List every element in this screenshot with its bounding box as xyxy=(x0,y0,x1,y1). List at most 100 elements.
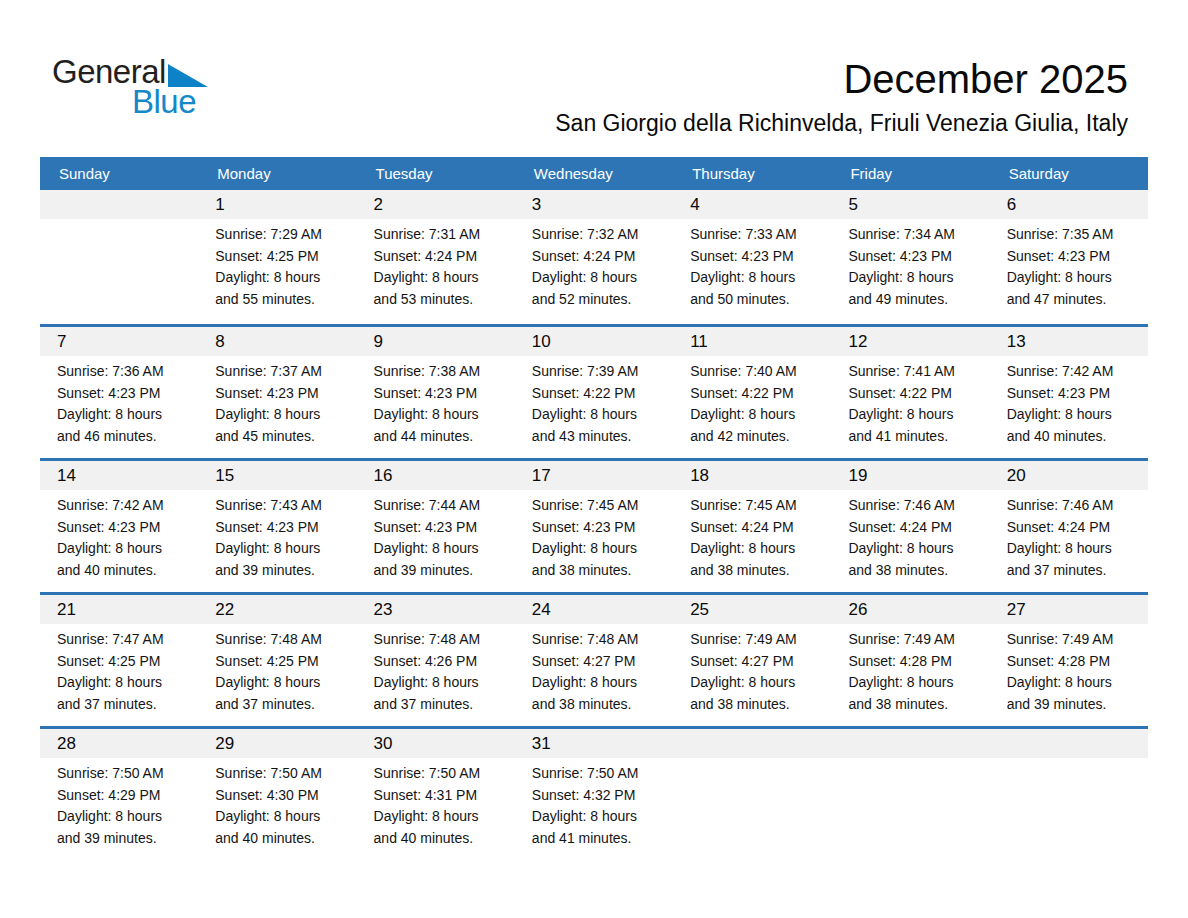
daylight-text-cont: and 39 minutes. xyxy=(374,560,509,582)
daylight-text: Daylight: 8 hours xyxy=(848,538,983,560)
day-number: 30 xyxy=(357,729,515,758)
day-number: 24 xyxy=(515,595,673,624)
day-cell-9: 9Sunrise: 7:38 AMSunset: 4:23 PMDaylight… xyxy=(357,327,515,458)
day-cell-5: 5Sunrise: 7:34 AMSunset: 4:23 PMDaylight… xyxy=(831,190,989,324)
daylight-text: Daylight: 8 hours xyxy=(1007,267,1142,289)
day-sun-info: Sunrise: 7:47 AMSunset: 4:25 PMDaylight:… xyxy=(40,624,198,715)
day-cell-empty xyxy=(40,190,198,324)
daylight-text: Daylight: 8 hours xyxy=(374,806,509,828)
daylight-text: Daylight: 8 hours xyxy=(848,267,983,289)
daylight-text-cont: and 47 minutes. xyxy=(1007,289,1142,311)
day-sun-info: Sunrise: 7:46 AMSunset: 4:24 PMDaylight:… xyxy=(990,490,1148,581)
daylight-text-cont: and 55 minutes. xyxy=(215,289,350,311)
day-sun-info: Sunrise: 7:34 AMSunset: 4:23 PMDaylight:… xyxy=(831,219,989,310)
day-sun-info: Sunrise: 7:40 AMSunset: 4:22 PMDaylight:… xyxy=(673,356,831,447)
daylight-text: Daylight: 8 hours xyxy=(532,806,667,828)
day-number: 10 xyxy=(515,327,673,356)
daylight-text: Daylight: 8 hours xyxy=(57,538,192,560)
day-number: 27 xyxy=(990,595,1148,624)
day-number: 2 xyxy=(357,190,515,219)
day-number: 13 xyxy=(990,327,1148,356)
daylight-text-cont: and 50 minutes. xyxy=(690,289,825,311)
day-sun-info: Sunrise: 7:39 AMSunset: 4:22 PMDaylight:… xyxy=(515,356,673,447)
sunrise-text: Sunrise: 7:36 AM xyxy=(57,361,192,383)
day-cell-7: 7Sunrise: 7:36 AMSunset: 4:23 PMDaylight… xyxy=(40,327,198,458)
daylight-text: Daylight: 8 hours xyxy=(690,672,825,694)
day-number: 31 xyxy=(515,729,673,758)
day-cell-2: 2Sunrise: 7:31 AMSunset: 4:24 PMDaylight… xyxy=(357,190,515,324)
daylight-text-cont: and 40 minutes. xyxy=(57,560,192,582)
day-cell-29: 29Sunrise: 7:50 AMSunset: 4:30 PMDayligh… xyxy=(198,729,356,860)
sunrise-text: Sunrise: 7:50 AM xyxy=(215,763,350,785)
day-sun-info: Sunrise: 7:50 AMSunset: 4:31 PMDaylight:… xyxy=(357,758,515,849)
daylight-text-cont: and 38 minutes. xyxy=(690,560,825,582)
page-subtitle: San Giorgio della Richinvelda, Friuli Ve… xyxy=(228,110,1128,136)
daylight-text-cont: and 37 minutes. xyxy=(215,694,350,716)
week-row: 21Sunrise: 7:47 AMSunset: 4:25 PMDayligh… xyxy=(40,592,1148,726)
sunset-text: Sunset: 4:28 PM xyxy=(1007,651,1142,673)
weekday-header-monday: Monday xyxy=(198,165,356,182)
logo-triangle-icon xyxy=(168,64,208,87)
sunset-text: Sunset: 4:22 PM xyxy=(690,383,825,405)
daylight-text-cont: and 37 minutes. xyxy=(374,694,509,716)
day-number: 29 xyxy=(198,729,356,758)
daylight-text: Daylight: 8 hours xyxy=(215,806,350,828)
day-sun-info: Sunrise: 7:44 AMSunset: 4:23 PMDaylight:… xyxy=(357,490,515,581)
day-sun-info: Sunrise: 7:38 AMSunset: 4:23 PMDaylight:… xyxy=(357,356,515,447)
day-cell-empty xyxy=(673,729,831,860)
day-number xyxy=(831,729,989,758)
day-number: 20 xyxy=(990,461,1148,490)
day-cell-17: 17Sunrise: 7:45 AMSunset: 4:23 PMDayligh… xyxy=(515,461,673,592)
daylight-text: Daylight: 8 hours xyxy=(374,672,509,694)
day-sun-info: Sunrise: 7:29 AMSunset: 4:25 PMDaylight:… xyxy=(198,219,356,310)
sunrise-text: Sunrise: 7:42 AM xyxy=(1007,361,1142,383)
daylight-text: Daylight: 8 hours xyxy=(215,538,350,560)
day-number: 14 xyxy=(40,461,198,490)
day-sun-info: Sunrise: 7:49 AMSunset: 4:27 PMDaylight:… xyxy=(673,624,831,715)
daylight-text-cont: and 39 minutes. xyxy=(215,560,350,582)
daylight-text-cont: and 38 minutes. xyxy=(848,694,983,716)
sunset-text: Sunset: 4:25 PM xyxy=(57,651,192,673)
day-cell-4: 4Sunrise: 7:33 AMSunset: 4:23 PMDaylight… xyxy=(673,190,831,324)
day-number: 6 xyxy=(990,190,1148,219)
sunrise-text: Sunrise: 7:42 AM xyxy=(57,495,192,517)
sunset-text: Sunset: 4:27 PM xyxy=(532,651,667,673)
week-row: 7Sunrise: 7:36 AMSunset: 4:23 PMDaylight… xyxy=(40,324,1148,458)
sunset-text: Sunset: 4:24 PM xyxy=(374,246,509,268)
day-cell-24: 24Sunrise: 7:48 AMSunset: 4:27 PMDayligh… xyxy=(515,595,673,726)
sunset-text: Sunset: 4:31 PM xyxy=(374,785,509,807)
day-sun-info: Sunrise: 7:31 AMSunset: 4:24 PMDaylight:… xyxy=(357,219,515,310)
day-sun-info: Sunrise: 7:49 AMSunset: 4:28 PMDaylight:… xyxy=(831,624,989,715)
daylight-text: Daylight: 8 hours xyxy=(690,538,825,560)
day-sun-info: Sunrise: 7:46 AMSunset: 4:24 PMDaylight:… xyxy=(831,490,989,581)
day-number: 25 xyxy=(673,595,831,624)
day-sun-info: Sunrise: 7:48 AMSunset: 4:26 PMDaylight:… xyxy=(357,624,515,715)
daylight-text: Daylight: 8 hours xyxy=(57,806,192,828)
daylight-text-cont: and 39 minutes. xyxy=(57,828,192,850)
day-sun-info: Sunrise: 7:42 AMSunset: 4:23 PMDaylight:… xyxy=(40,490,198,581)
sunrise-text: Sunrise: 7:50 AM xyxy=(374,763,509,785)
day-number: 9 xyxy=(357,327,515,356)
daylight-text-cont: and 41 minutes. xyxy=(532,828,667,850)
daylight-text: Daylight: 8 hours xyxy=(215,267,350,289)
day-cell-11: 11Sunrise: 7:40 AMSunset: 4:22 PMDayligh… xyxy=(673,327,831,458)
day-sun-info: Sunrise: 7:36 AMSunset: 4:23 PMDaylight:… xyxy=(40,356,198,447)
sunset-text: Sunset: 4:24 PM xyxy=(532,246,667,268)
daylight-text: Daylight: 8 hours xyxy=(1007,404,1142,426)
sunrise-text: Sunrise: 7:45 AM xyxy=(690,495,825,517)
daylight-text: Daylight: 8 hours xyxy=(1007,672,1142,694)
daylight-text: Daylight: 8 hours xyxy=(57,672,192,694)
day-cell-20: 20Sunrise: 7:46 AMSunset: 4:24 PMDayligh… xyxy=(990,461,1148,592)
sunrise-text: Sunrise: 7:35 AM xyxy=(1007,224,1142,246)
sunset-text: Sunset: 4:32 PM xyxy=(532,785,667,807)
daylight-text: Daylight: 8 hours xyxy=(374,267,509,289)
day-sun-info: Sunrise: 7:45 AMSunset: 4:23 PMDaylight:… xyxy=(515,490,673,581)
day-number: 5 xyxy=(831,190,989,219)
daylight-text: Daylight: 8 hours xyxy=(690,404,825,426)
day-sun-info: Sunrise: 7:48 AMSunset: 4:27 PMDaylight:… xyxy=(515,624,673,715)
sunrise-text: Sunrise: 7:45 AM xyxy=(532,495,667,517)
daylight-text: Daylight: 8 hours xyxy=(374,404,509,426)
day-cell-12: 12Sunrise: 7:41 AMSunset: 4:22 PMDayligh… xyxy=(831,327,989,458)
day-number xyxy=(990,729,1148,758)
day-cell-26: 26Sunrise: 7:49 AMSunset: 4:28 PMDayligh… xyxy=(831,595,989,726)
